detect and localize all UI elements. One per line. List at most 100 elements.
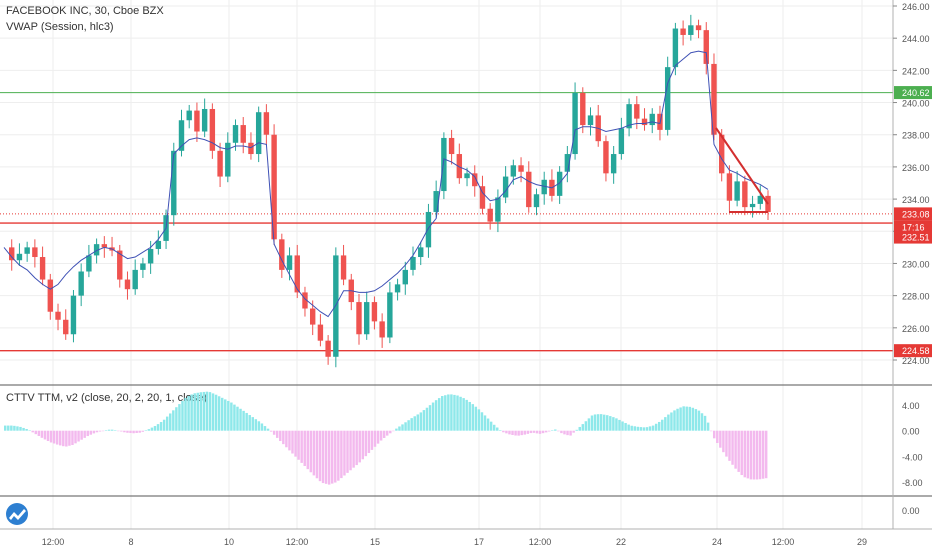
histogram-bar [217,396,221,431]
histogram-bar [462,398,465,431]
histogram-bar [227,400,230,431]
histogram-bar [560,430,563,434]
candle-body [201,108,208,132]
histogram-bar [370,430,374,450]
histogram-bar [563,430,566,435]
histogram-bar [609,416,612,431]
histogram-bar [312,430,316,476]
symbol-title: FACEBOOK INC, 30, Cboe BZX [6,5,164,17]
price-badge [894,344,932,358]
candle-body [556,171,563,196]
histogram-bar [578,426,581,431]
histogram-bar [758,430,762,480]
candle-body [209,108,216,151]
price-tick-label: 238.00 [902,131,930,141]
histogram-bar [327,430,331,485]
histogram-bar [664,417,667,431]
histogram-bar [465,399,468,431]
histogram-bar [453,394,456,431]
histogram-bar [502,430,505,433]
histogram-bar [602,414,606,431]
histogram-bar [77,430,80,442]
histogram-bar [49,430,53,443]
candle-body [340,255,347,280]
histogram-bar [389,430,392,434]
histogram-bar [114,430,117,431]
histogram-bar [95,430,99,433]
histogram-bar [141,430,144,432]
wedge-upper-line[interactable] [715,127,769,205]
histogram-bar [728,430,731,461]
histogram-bar [569,430,572,436]
histogram-bar [129,430,132,434]
histogram-bar [575,429,578,431]
candle-body [325,340,331,357]
candle-body [147,248,154,264]
histogram-bar [346,430,349,473]
price-badge [894,230,932,244]
histogram-bar [703,415,707,431]
histogram-bar [673,410,676,431]
histogram-bar [230,402,233,431]
histogram-bar [86,430,89,437]
histogram-bar [667,414,670,431]
histogram-bar [324,430,328,484]
histogram-bar [25,429,28,431]
histogram-bar [101,430,105,432]
histogram-bar [104,430,108,431]
histogram-bar [211,393,215,431]
histogram-bar [422,410,426,431]
price-badge-label: 232.51 [902,233,930,243]
histogram-bar [80,430,83,440]
histogram-bar [291,430,294,454]
histogram-bar [746,430,750,479]
histogram-bar [349,430,352,471]
price-axis[interactable]: 246.00 244.00 242.00 240.00 238.00 236.00 234.… [893,2,930,366]
candle-body [425,211,432,248]
histogram-bar [315,430,319,479]
candle-body [518,165,524,172]
histogram-bar [126,430,129,433]
histogram-bar [367,430,371,454]
candle-body [317,324,324,341]
horizontal-levels [0,92,893,352]
time-tick-label: 22 [616,537,626,547]
histogram-bar [572,430,575,433]
histogram-bar [764,430,768,479]
histogram-bar [508,430,511,435]
histogram-bar [196,392,199,431]
histogram-bar [294,430,297,457]
histogram-bar [22,427,25,431]
histogram-bar [98,430,102,432]
time-axis[interactable]: 12:00 8 10 12:00 15 17 12:00 22 24 12:00 29 [42,537,867,547]
histogram-bar [373,430,377,447]
candle-body [672,28,679,68]
histogram-bar [593,414,597,431]
tradingview-logo-icon[interactable] [6,503,28,525]
histogram-bar [740,430,743,476]
candle-body [171,150,177,216]
histogram-bar [471,404,475,431]
histogram-bar [254,419,258,431]
candle-body [726,173,733,201]
time-tick-label: 8 [128,537,133,547]
histogram-bar [236,406,239,431]
histogram-bar [624,423,627,431]
histogram-bar [208,392,212,431]
candle-body [194,110,200,132]
bottom-tick-label: 0.00 [902,506,920,516]
candle-body [248,142,254,155]
price-tick-label: 240.00 [902,99,930,109]
histogram-bar [434,400,438,431]
candle-body [240,125,246,143]
histogram-bar [202,391,206,431]
price-tick-label: 228.00 [902,292,930,302]
candle-body [232,125,239,143]
histogram-bar [318,430,322,482]
histogram-bar [288,430,291,451]
candle-body [394,284,401,293]
histogram-bar [153,426,157,431]
price-tick-label: 224.00 [902,356,930,366]
histogram-bar [606,415,609,431]
histogram-bar [419,412,423,431]
